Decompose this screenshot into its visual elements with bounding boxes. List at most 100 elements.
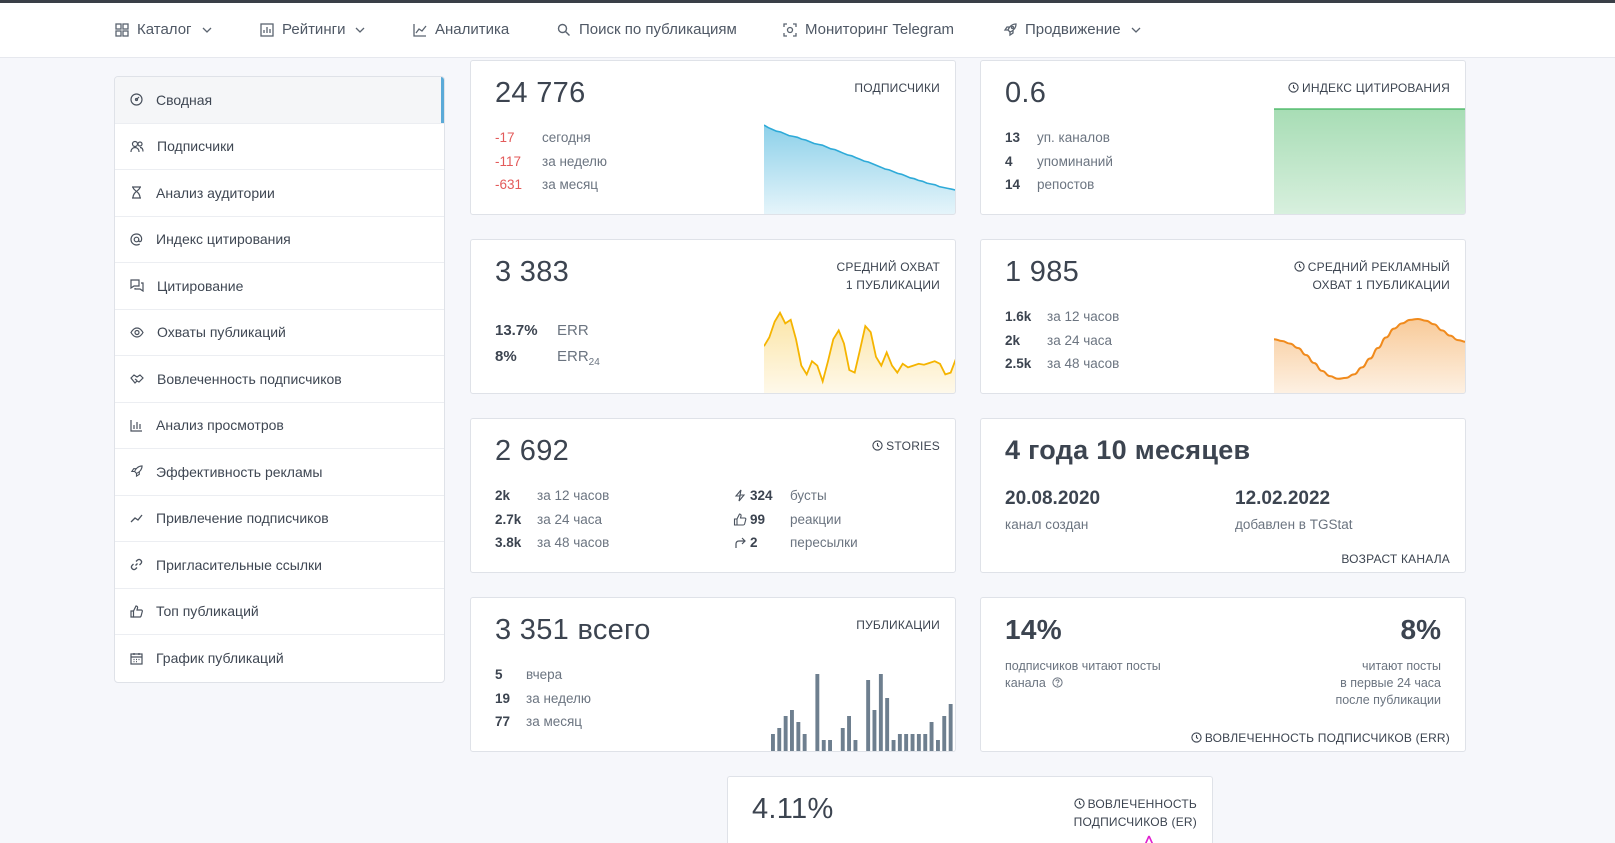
sidebar-item-audience[interactable]: Анализ аудитории	[115, 170, 444, 217]
nav-ratings[interactable]: Рейтинги	[260, 21, 365, 38]
er-card[interactable]: 4.11% ВОВЛЕЧЕННОСТЬ ПОДПИСЧИКОВ (ER)	[727, 776, 1213, 843]
sidebar-item-label: График публикаций	[156, 650, 284, 667]
sidebar-item-citation-index[interactable]: Индекс цитирования	[115, 217, 444, 263]
sidebar-item-reach[interactable]: Охваты публикаций	[115, 310, 444, 356]
sidebar-item-schedule[interactable]: График публикаций	[115, 635, 444, 682]
bar	[891, 740, 896, 751]
added-date: 12.02.2022	[1235, 488, 1331, 509]
question-icon[interactable]	[1052, 677, 1063, 688]
channel-age-card[interactable]: 4 года 10 месяцев 20.08.2020 канал созда…	[980, 418, 1466, 573]
stories-card[interactable]: 2 692 STORIES 2k за 12 часов 2.7k за 24 ча…	[470, 418, 956, 573]
nav-telegram-monitoring[interactable]: Мониторинг Telegram	[783, 21, 954, 38]
stat-desc: за 24 часа	[1047, 332, 1113, 348]
reach-label-line2: 1 ПУБЛИКАЦИИ	[845, 278, 940, 292]
bar	[847, 716, 851, 751]
publications-label: ПУБЛИКАЦИИ	[856, 618, 940, 632]
sidebar-item-acquisition[interactable]: Привлечение подписчиков	[115, 496, 444, 542]
eye-icon	[130, 327, 144, 338]
citation-value: 0.6	[1005, 77, 1047, 109]
citation-index-card[interactable]: 0.6 ИНДЕКС ЦИТИРОВАНИЯ 13 уп. каналов 4 уп…	[980, 60, 1466, 215]
bar	[802, 734, 807, 751]
info-clock-icon	[1191, 732, 1202, 743]
link-icon	[130, 559, 143, 571]
area-fill	[1274, 318, 1465, 393]
sidebar-item-ad-efficiency[interactable]: Эффективность рекламы	[115, 449, 444, 496]
subscribers-card[interactable]: 24 776 ПОДПИСЧИКИ -17 сегодня -117 за неде…	[470, 60, 956, 215]
monitor-scan-icon	[783, 22, 797, 37]
age-value: 4 года 10 месяцев	[1005, 435, 1251, 465]
reach-sparkline	[764, 310, 955, 393]
bar	[942, 716, 947, 751]
rocket-icon	[130, 465, 143, 478]
err-left-value: 14%	[1005, 614, 1062, 645]
er-label-line2: ПОДПИСЧИКОВ (ER)	[1073, 815, 1197, 829]
share-icon	[735, 537, 746, 548]
sidebar-item-label: Анализ аудитории	[156, 184, 275, 201]
bar	[828, 740, 832, 751]
sidebar-item-citing[interactable]: Цитирование	[115, 263, 444, 310]
ad-reach-stats: 1.6k за 12 часов 2k за 24 часа 2.5k за 48 ч…	[1005, 305, 1119, 376]
age-label: ВОЗРАСТ КАНАЛА	[1341, 552, 1450, 566]
bar	[878, 674, 883, 751]
area-fill	[1274, 109, 1465, 214]
chevron-down-icon	[1131, 27, 1141, 33]
bar	[821, 740, 826, 751]
sidebar-item-top-publications[interactable]: Топ публикаций	[115, 589, 444, 635]
er-label-line1: ВОВЛЕЧЕННОСТЬ	[1087, 797, 1197, 811]
er-label: ВОВЛЕЧЕННОСТЬ ПОДПИСЧИКОВ (ER)	[1074, 795, 1197, 831]
bar	[840, 728, 845, 751]
err-label: ВОВЛЕЧЕННОСТЬ ПОДПИСЧИКОВ (ERR)	[1191, 729, 1450, 747]
line-chart-icon	[413, 23, 427, 37]
nav-search-publications[interactable]: Поиск по публикациям	[557, 21, 737, 38]
info-clock-icon	[1073, 798, 1085, 809]
reach-label: СРЕДНИЙ ОХВАТ 1 ПУБЛИКАЦИИ	[837, 258, 940, 294]
stat-desc: за месяц	[526, 714, 583, 729]
bar	[948, 704, 953, 751]
stat-value: 2.7k	[495, 511, 522, 527]
search-icon	[557, 23, 570, 36]
sidebar-item-label: Подписчики	[157, 138, 235, 155]
bar	[936, 740, 940, 751]
nav-catalog[interactable]: Каталог	[115, 21, 212, 38]
subscribers-stats: -17 сегодня -117 за неделю -631 за месяц	[495, 126, 607, 197]
stat-value: -17	[495, 130, 515, 145]
err24-label: ERR	[557, 348, 589, 365]
handshake-icon	[130, 373, 144, 384]
bar-chart-icon	[260, 22, 274, 37]
stat-desc: сегодня	[542, 130, 591, 145]
ad-reach-card[interactable]: 1 985 СРЕДНИЙ РЕКЛАМНЫЙ ОХВАТ 1 ПУБЛИКАЦ…	[980, 239, 1466, 394]
stat-desc: за 12 часов	[1047, 309, 1120, 324]
area-fill	[764, 125, 955, 214]
nav-promotion[interactable]: Продвижение	[1003, 21, 1141, 38]
ad-reach-label-line2: ОХВАТ 1 ПУБЛИКАЦИИ	[1312, 278, 1450, 292]
publications-suffix: всего	[577, 614, 651, 646]
sidebar-item-subscribers[interactable]: Подписчики	[115, 124, 444, 170]
stat-desc: за месяц	[542, 177, 599, 192]
bar	[904, 734, 909, 751]
series-line	[764, 124, 955, 191]
citation-sparkline	[1274, 108, 1465, 214]
average-reach-card[interactable]: 3 383 СРЕДНИЙ ОХВАТ 1 ПУБЛИКАЦИИ 13.7% ER…	[470, 239, 956, 394]
sidebar-item-invite-links[interactable]: Пригласительные ссылки	[115, 542, 444, 589]
bar	[853, 740, 858, 751]
sidebar-item-views-analysis[interactable]: Анализ просмотров	[115, 403, 444, 449]
reach-value: 3 383	[495, 256, 570, 288]
stat-value: 2.5k	[1005, 356, 1032, 371]
info-clock-icon	[872, 440, 883, 451]
err-right-desc: читают посты в первые 24 часа после публ…	[1335, 658, 1441, 709]
stat-desc: за 48 часов	[537, 535, 610, 550]
stories-value: 2 692	[495, 435, 570, 467]
sidebar: Сводная Подписчики Анализ аудитории Инде…	[114, 76, 445, 683]
sidebar-item-summary[interactable]: Сводная	[115, 77, 444, 124]
sidebar-item-label: Пригласительные ссылки	[156, 556, 322, 573]
nav-analytics[interactable]: Аналитика	[413, 21, 509, 38]
err-left-desc: подписчиков читают посты канала	[1005, 658, 1161, 692]
err-card[interactable]: 14% подписчиков читают посты канала 8% ч…	[980, 597, 1466, 752]
bar	[790, 710, 794, 751]
chevron-down-icon	[202, 27, 211, 33]
sidebar-item-engagement[interactable]: Вовлеченность подписчиков	[115, 356, 444, 403]
nav-promotion-label: Продвижение	[1025, 21, 1121, 38]
bar	[783, 716, 788, 751]
chart-marker-icon	[1145, 835, 1153, 843]
publications-card[interactable]: 3 351 всего ПУБЛИКАЦИИ 5 вчера 19 за недел…	[470, 597, 956, 752]
